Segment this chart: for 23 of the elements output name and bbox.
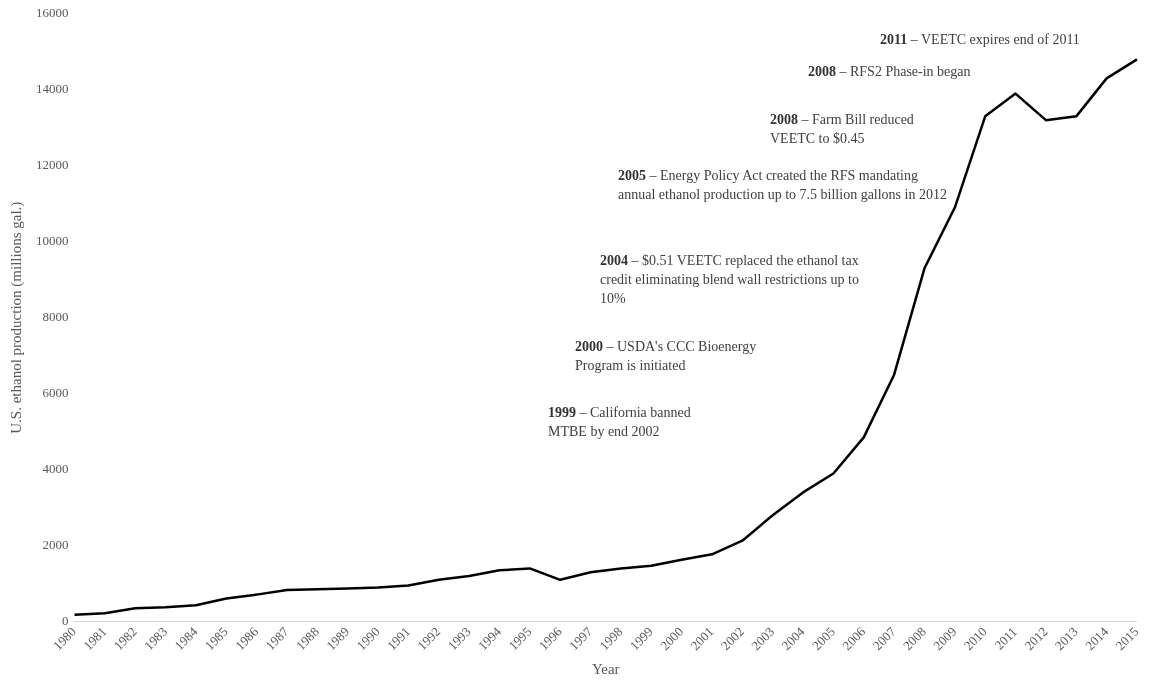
annotation: 2005 – Energy Policy Act created the RFS mandating annual ethanol production up to 7.5 billion gallons in 2012: [618, 167, 948, 204]
annotation: 2008 – RFS2 Phase-in began: [808, 63, 972, 81]
annotation: 2004 – $0.51 VEETC replaced the ethanol tax credit eliminating blend wall restrictions up to 10%: [600, 252, 860, 308]
y-tick-label: 2000: [42, 537, 69, 553]
x-axis-title: Year: [591, 660, 620, 677]
x-tick-label: 1993: [444, 624, 474, 654]
y-tick-label: 8000: [42, 309, 69, 325]
y-tick-label: 12000: [36, 157, 69, 173]
y-tick-label: 4000: [42, 461, 69, 477]
annotation: 2008 – Farm Bill reduced VEETC to $0.45: [770, 111, 915, 148]
x-tick-label: 2011: [991, 624, 1021, 653]
x-tick-label: 1989: [323, 624, 353, 654]
x-tick-label: 1991: [383, 624, 413, 654]
y-tick-label: 16000: [36, 5, 69, 21]
y-tick-label: 14000: [36, 81, 69, 97]
annotation: 2011 – VEETC expires end of 2011: [880, 31, 1081, 49]
y-axis-title: U.S. ethanol production (millions gal.): [7, 201, 25, 434]
y-tick-label: 6000: [42, 385, 69, 401]
annotation: 2000 – USDA's CCC Bioenergy Program is initiated: [575, 338, 758, 375]
x-tick-label: 1999: [626, 624, 656, 654]
annotation: 1999 – California banned MTBE by end 2002: [548, 404, 692, 441]
y-tick-label: 10000: [36, 233, 69, 249]
x-tick-label: 1981: [80, 624, 110, 654]
